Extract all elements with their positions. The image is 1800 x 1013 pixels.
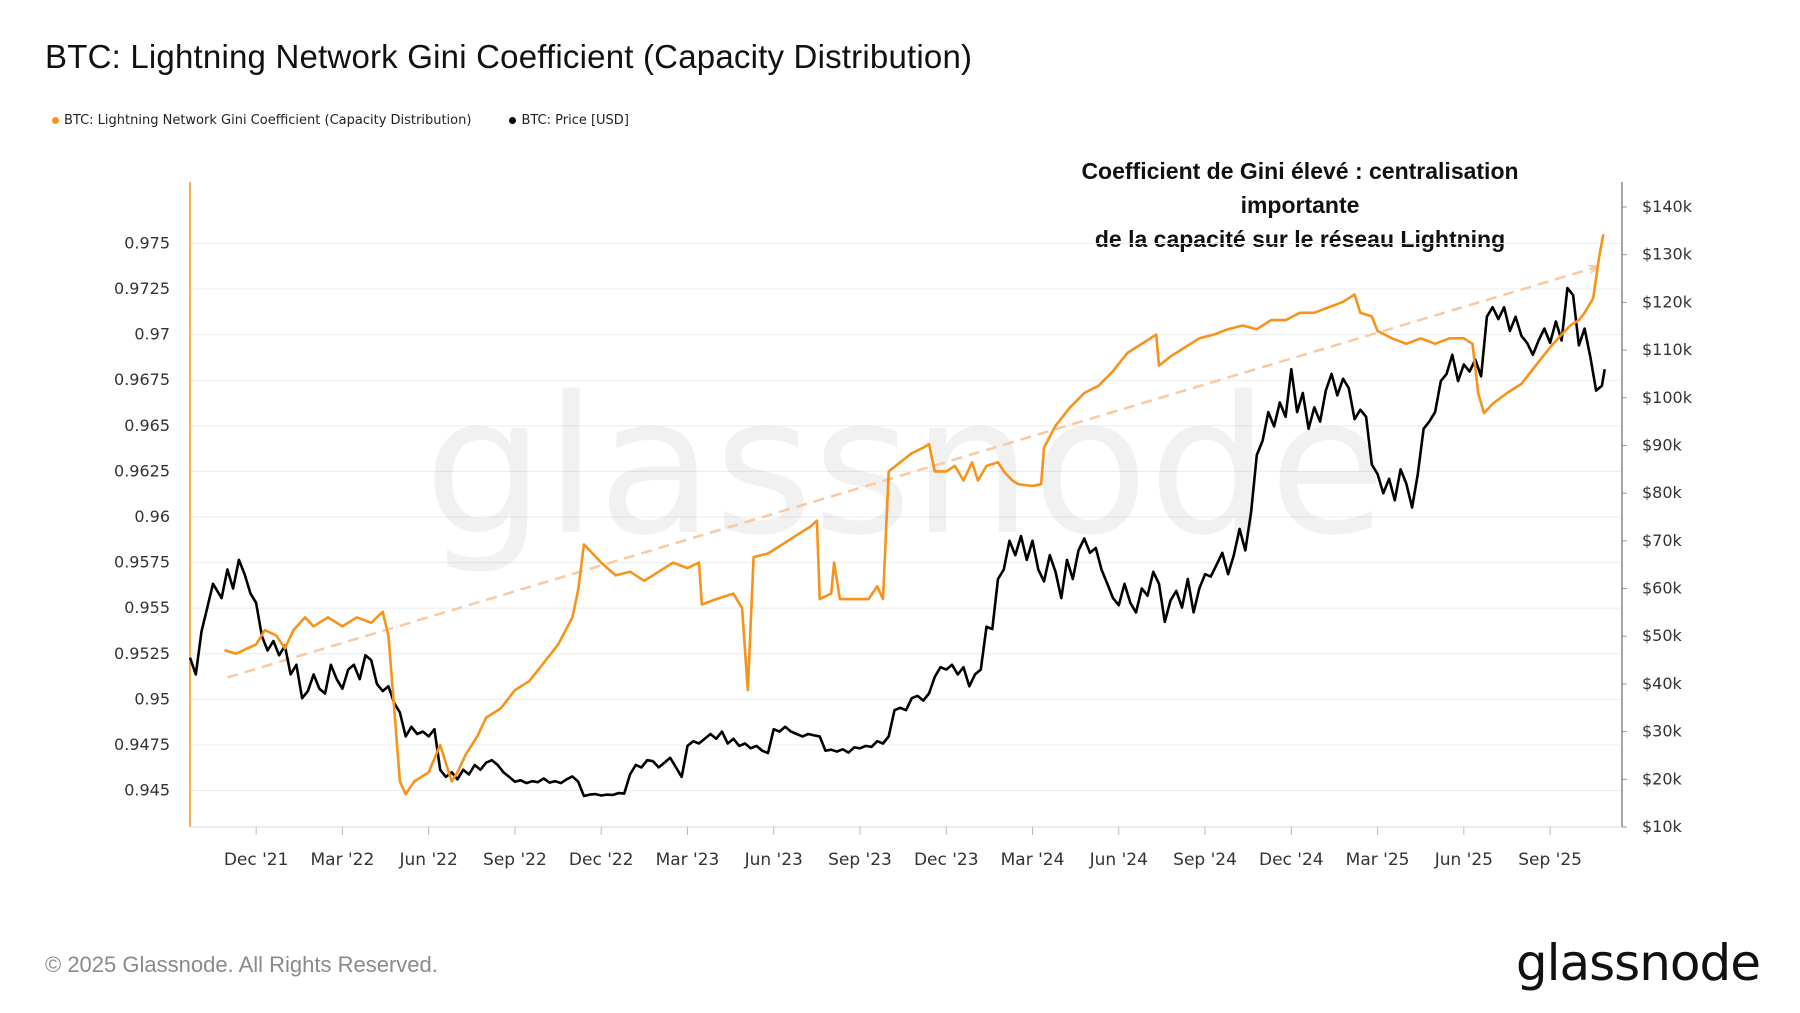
- chart-legend: BTC: Lightning Network Gini Coefficient …: [52, 113, 629, 128]
- x-tick-label: Mar '23: [656, 850, 720, 870]
- x-tick-label: Jun '22: [399, 850, 458, 870]
- y-left-tick-label: 0.9625: [114, 461, 170, 480]
- footer-copyright: © 2025 Glassnode. All Rights Reserved.: [45, 952, 438, 977]
- x-tick-label: Jun '24: [1089, 850, 1148, 870]
- legend-label-gini: BTC: Lightning Network Gini Coefficient …: [64, 113, 472, 128]
- y-left-tick-label: 0.9725: [114, 279, 170, 298]
- y-right-tick-label: $20k: [1642, 769, 1683, 788]
- y-right-tick-label: $40k: [1642, 674, 1683, 693]
- y-right-tick-label: $120k: [1642, 292, 1693, 311]
- legend-item-price[interactable]: BTC: Price [USD]: [509, 113, 629, 128]
- annotation-line-2: de la capacité sur le réseau Lightning: [1094, 226, 1506, 252]
- x-tick-label: Dec '21: [224, 850, 289, 870]
- y-left-tick-label: 0.945: [124, 781, 170, 800]
- x-tick-label: Jun '25: [1434, 850, 1493, 870]
- x-tick-label: Dec '22: [569, 850, 634, 870]
- x-tick-label: Sep '22: [483, 850, 547, 870]
- y-right-tick-label: $30k: [1642, 722, 1683, 741]
- y-left-tick-label: 0.965: [124, 416, 170, 435]
- btc-price-line: [188, 286, 1606, 798]
- footer-logo: glassnode: [1515, 934, 1761, 992]
- y-right-tick-label: $130k: [1642, 245, 1693, 264]
- y-left-tick-label: 0.9525: [114, 644, 170, 663]
- y-left-tick-label: 0.975: [124, 233, 170, 252]
- trend-arrow-group: [227, 267, 1596, 679]
- grid-lines: [190, 242, 1622, 792]
- y-right-tick-label: $110k: [1642, 340, 1693, 359]
- x-tick-label: Sep '24: [1173, 850, 1237, 870]
- y-right-tick-label: $60k: [1642, 579, 1683, 598]
- y-right-tick-label: $140k: [1642, 197, 1693, 216]
- legend-dot-price: [509, 117, 517, 124]
- y-right-tick-label: $80k: [1642, 483, 1683, 502]
- axes: [189, 182, 1627, 835]
- y-left-tick-label: 0.9575: [114, 553, 170, 572]
- x-tick-label: Dec '24: [1259, 850, 1324, 870]
- gini-coefficient-line: [224, 234, 1605, 796]
- x-tick-label: Mar '25: [1346, 850, 1410, 870]
- y-left-tick-label: 0.95: [134, 689, 170, 708]
- legend-dot-gini: [52, 117, 59, 124]
- x-tick-label: Sep '23: [828, 850, 892, 870]
- annotation-line-1: Coefficient de Gini élevé : centralisati…: [1081, 158, 1519, 218]
- y-left-tick-label: 0.9475: [114, 735, 170, 754]
- chart-annotation: Coefficient de Gini élevé : centralisati…: [1020, 154, 1580, 256]
- series-group: [188, 234, 1606, 798]
- chart-title: BTC: Lightning Network Gini Coefficient …: [45, 38, 973, 75]
- y-right-tick-label: $50k: [1642, 626, 1683, 645]
- legend-label-price: BTC: Price [USD]: [521, 113, 629, 128]
- y-left-tick-label: 0.97: [134, 325, 170, 344]
- x-tick-label: Jun '23: [744, 850, 803, 870]
- tick-labels: 0.945 0.9475 0.95 0.9525 0.955 0.9575 0.96 0.96…: [114, 197, 1693, 870]
- trend-arrow: [227, 267, 1596, 679]
- y-left-tick-label: 0.9675: [114, 370, 170, 389]
- y-right-tick-label: $90k: [1642, 435, 1683, 454]
- x-tick-label: Dec '23: [914, 850, 979, 870]
- y-right-tick-label: $10k: [1642, 817, 1683, 836]
- x-tick-label: Mar '24: [1001, 850, 1065, 870]
- y-left-tick-label: 0.96: [134, 507, 170, 526]
- x-tick-label: Sep '25: [1518, 850, 1582, 870]
- watermark: glassnode: [424, 356, 1386, 577]
- y-left-tick-label: 0.955: [124, 598, 170, 617]
- legend-item-gini[interactable]: BTC: Lightning Network Gini Coefficient …: [52, 113, 471, 128]
- y-right-tick-label: $70k: [1642, 531, 1683, 550]
- y-right-tick-label: $100k: [1642, 388, 1693, 407]
- x-tick-label: Mar '22: [311, 850, 375, 870]
